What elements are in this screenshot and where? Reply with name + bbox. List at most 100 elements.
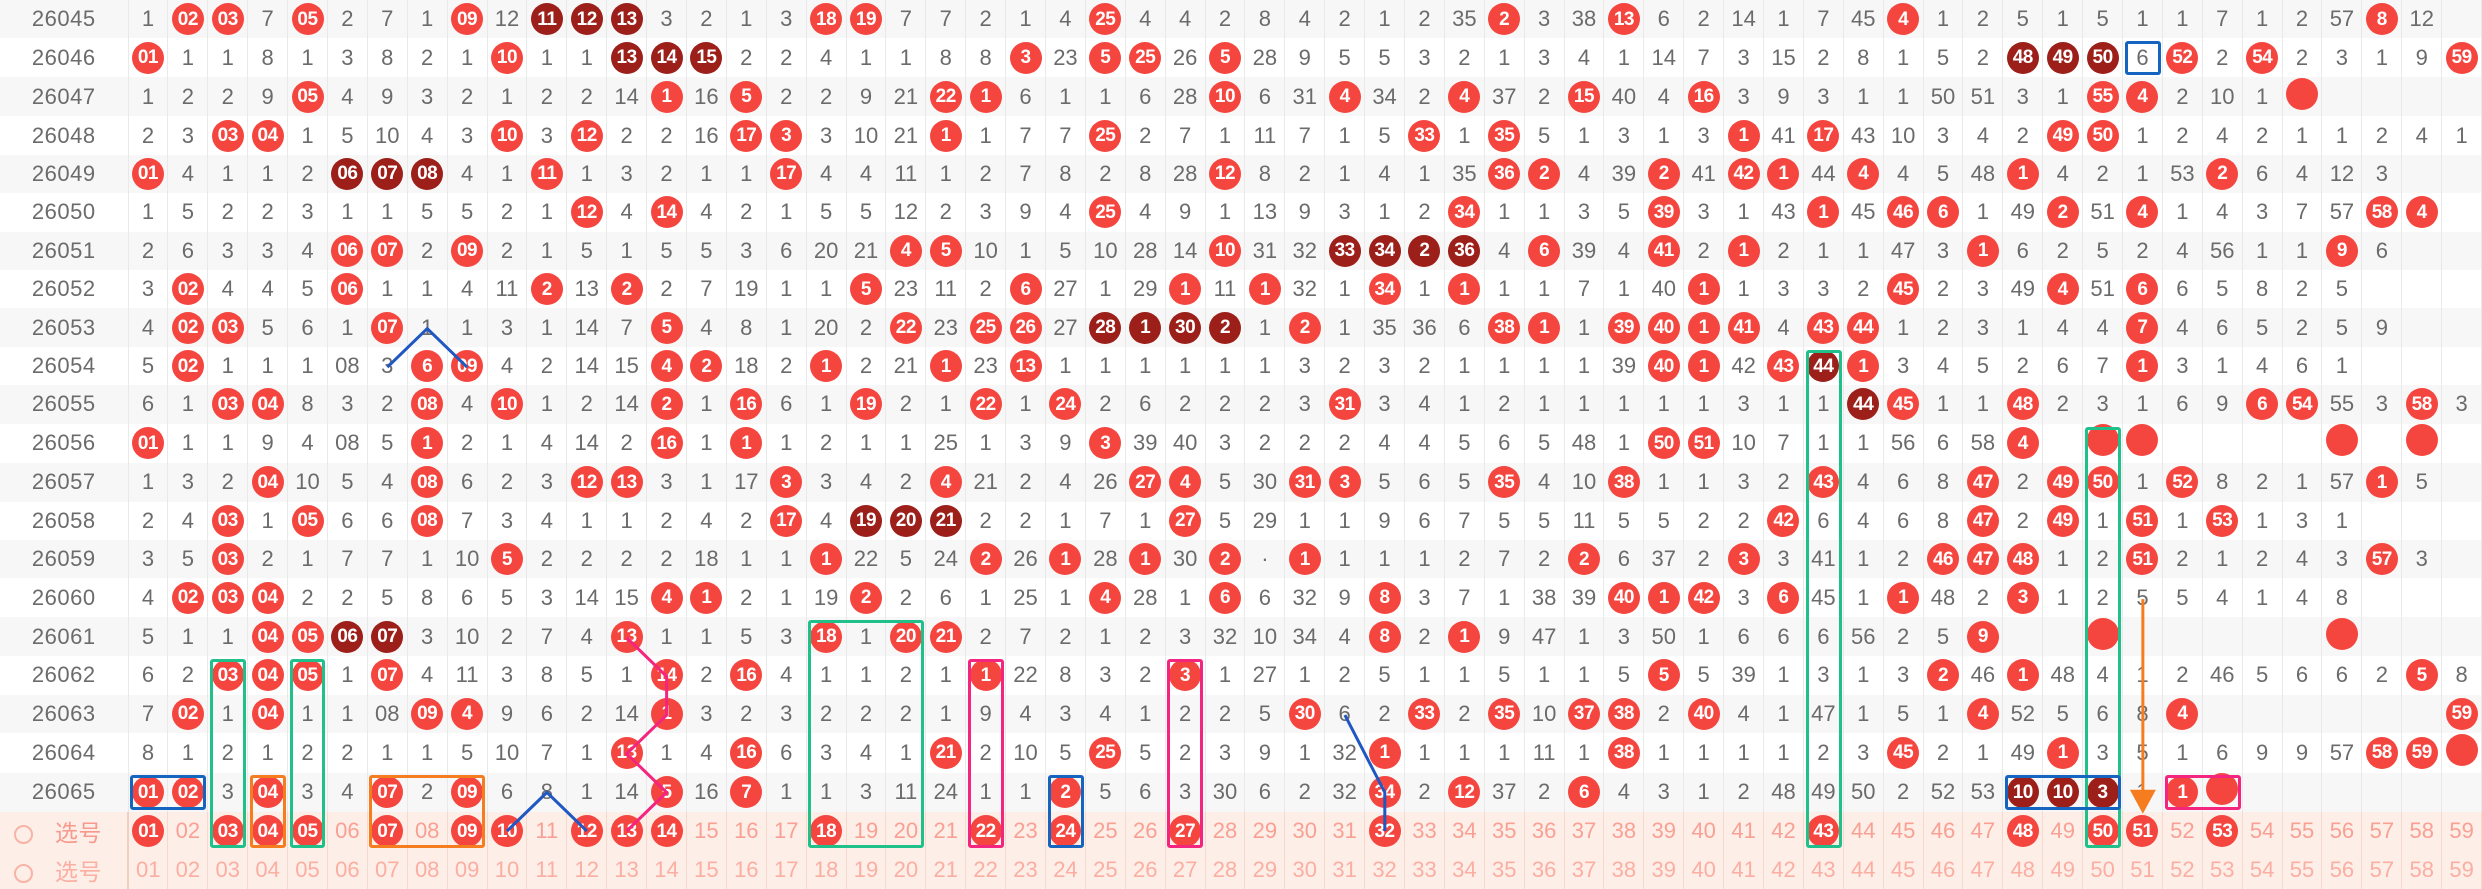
pick-row[interactable]: 选号 01 02 03 04 05 06 07 08 09 10 11 12 13 14 15 16 17 18 19… bbox=[0, 812, 2482, 851]
drawn-ball[interactable]: 1 bbox=[1125, 539, 1166, 579]
drawn-ball[interactable]: 08 bbox=[407, 154, 448, 194]
drawn-ball[interactable]: 40 bbox=[1683, 694, 1725, 734]
pick-ball-07[interactable]: 07 bbox=[371, 815, 404, 848]
drawn-ball[interactable]: 59 bbox=[2401, 733, 2443, 773]
pick-ball-03[interactable]: 03 bbox=[211, 815, 244, 848]
drawn-ball[interactable]: 1 bbox=[1723, 116, 1765, 155]
pick-cell[interactable]: 54 bbox=[2242, 812, 2283, 851]
drawn-ball[interactable]: 4 bbox=[885, 231, 927, 270]
drawn-ball[interactable]: 1 bbox=[407, 423, 448, 464]
drawn-ball[interactable]: 07 bbox=[367, 231, 408, 270]
drawn-ball[interactable]: 2 bbox=[606, 269, 648, 309]
drawn-ball[interactable]: 17 bbox=[766, 154, 807, 194]
drawn-ball[interactable]: 13 bbox=[606, 38, 648, 77]
drawn-ball[interactable]: 2 bbox=[1564, 539, 1605, 579]
pick-cell[interactable]: 23 bbox=[1005, 812, 1046, 851]
drawn-ball[interactable]: 5 bbox=[1643, 656, 1685, 695]
drawn-ball[interactable]: 24 bbox=[1045, 385, 1086, 424]
pick-ball-09[interactable]: 09 bbox=[451, 815, 484, 848]
pick-ball-43[interactable]: 43 bbox=[1807, 815, 1840, 848]
drawn-ball[interactable]: 02 bbox=[167, 694, 209, 734]
drawn-ball[interactable]: 14 bbox=[646, 656, 687, 695]
drawn-ball[interactable]: 16 bbox=[646, 423, 687, 464]
pick-cell[interactable]: 41 bbox=[1723, 850, 1765, 889]
drawn-ball[interactable]: 07 bbox=[367, 154, 408, 194]
drawn-ball[interactable]: 1 bbox=[1524, 308, 1565, 347]
drawn-ball[interactable]: 19 bbox=[846, 0, 887, 39]
pick-cell[interactable]: 05 bbox=[287, 850, 328, 889]
drawn-ball[interactable]: 2 bbox=[1484, 0, 1525, 39]
drawn-ball[interactable] bbox=[2321, 423, 2363, 464]
pick-cell[interactable]: 42 bbox=[1763, 850, 1804, 889]
pick-cell-selected[interactable]: 14 bbox=[646, 812, 687, 851]
pick-cell[interactable]: 24 bbox=[1045, 850, 1086, 889]
pick-cell[interactable]: 22 bbox=[965, 850, 1007, 889]
pick-cell[interactable]: 57 bbox=[2361, 850, 2403, 889]
drawn-ball[interactable]: 2 bbox=[2202, 154, 2243, 194]
drawn-ball[interactable]: 25 bbox=[1085, 0, 1126, 39]
drawn-ball[interactable]: 1 bbox=[686, 578, 727, 617]
drawn-ball[interactable]: 4 bbox=[1085, 578, 1126, 617]
pick-ball-01[interactable]: 01 bbox=[132, 815, 165, 848]
pick-row[interactable]: 选号 01 02 03 04 05 06 07 08 09 10 11 12 13 14 15 16 17 18 19… bbox=[0, 850, 2482, 889]
pick-cell-selected[interactable]: 53 bbox=[2202, 812, 2243, 851]
drawn-ball[interactable]: 38 bbox=[1603, 694, 1645, 734]
pick-cell[interactable]: 39 bbox=[1643, 850, 1685, 889]
drawn-ball[interactable]: 34 bbox=[1444, 193, 1485, 232]
pick-cell[interactable]: 17 bbox=[766, 812, 807, 851]
pick-cell[interactable]: 32 bbox=[1364, 850, 1405, 889]
pick-cell[interactable]: 12 bbox=[566, 850, 608, 889]
drawn-ball[interactable]: 4 bbox=[2122, 193, 2163, 232]
drawn-ball[interactable]: 45 bbox=[1883, 385, 1924, 424]
pick-cell[interactable]: 15 bbox=[686, 812, 727, 851]
drawn-ball[interactable]: 04 bbox=[247, 616, 289, 657]
drawn-ball[interactable]: 47 bbox=[1962, 501, 2004, 540]
pick-ball-22[interactable]: 22 bbox=[969, 815, 1002, 848]
drawn-ball[interactable]: 16 bbox=[726, 733, 767, 773]
drawn-ball[interactable]: 19 bbox=[846, 501, 887, 540]
pick-ball-32[interactable]: 32 bbox=[1368, 815, 1401, 848]
drawn-ball[interactable]: 53 bbox=[2202, 501, 2243, 540]
drawn-ball[interactable]: 5 bbox=[646, 308, 687, 347]
drawn-ball[interactable]: 47 bbox=[1962, 539, 2004, 579]
drawn-ball[interactable]: 18 bbox=[806, 0, 847, 39]
pick-cell[interactable]: 06 bbox=[327, 850, 368, 889]
pick-ball-53[interactable]: 53 bbox=[2206, 815, 2239, 848]
drawn-ball[interactable]: 10 bbox=[487, 38, 528, 77]
drawn-ball[interactable]: 17 bbox=[726, 116, 767, 155]
pick-cell[interactable]: 16 bbox=[726, 850, 767, 889]
drawn-ball[interactable]: 4 bbox=[2401, 193, 2443, 232]
drawn-ball[interactable]: 12 bbox=[566, 193, 608, 232]
drawn-ball[interactable]: 1 bbox=[1962, 231, 2004, 270]
pick-cell-selected[interactable]: 51 bbox=[2122, 812, 2163, 851]
drawn-ball[interactable]: 16 bbox=[1683, 76, 1725, 117]
drawn-ball[interactable]: 07 bbox=[367, 656, 408, 695]
pick-cell[interactable]: 28 bbox=[1205, 850, 1246, 889]
drawn-ball[interactable]: 49 bbox=[2042, 116, 2084, 155]
pick-ball-14[interactable]: 14 bbox=[650, 815, 683, 848]
pick-ball-24[interactable]: 24 bbox=[1049, 815, 1082, 848]
pick-cell[interactable]: 36 bbox=[1524, 812, 1565, 851]
drawn-ball[interactable]: 7 bbox=[2122, 308, 2163, 347]
drawn-ball[interactable]: 1 bbox=[2002, 154, 2044, 194]
pick-cell[interactable]: 02 bbox=[167, 850, 209, 889]
drawn-ball[interactable]: 4 bbox=[1883, 0, 1924, 39]
pick-ball-48[interactable]: 48 bbox=[2006, 815, 2039, 848]
drawn-ball[interactable]: 43 bbox=[1763, 346, 1804, 386]
drawn-ball[interactable]: 9 bbox=[2321, 231, 2363, 270]
drawn-ball[interactable]: 1 bbox=[646, 76, 687, 117]
drawn-ball[interactable]: 09 bbox=[447, 231, 488, 270]
pick-cell[interactable]: 59 bbox=[2441, 850, 2482, 889]
drawn-ball[interactable]: 4 bbox=[1324, 76, 1366, 117]
drawn-ball[interactable]: 6 bbox=[1005, 269, 1046, 309]
pick-cell[interactable]: 29 bbox=[1244, 812, 1286, 851]
drawn-ball[interactable]: 1 bbox=[1883, 578, 1924, 617]
drawn-ball[interactable]: 02 bbox=[167, 0, 209, 39]
drawn-ball[interactable]: 2 bbox=[1404, 231, 1445, 270]
drawn-ball[interactable]: 46 bbox=[1923, 539, 1964, 579]
drawn-ball[interactable] bbox=[2082, 423, 2124, 464]
pick-cell[interactable]: 43 bbox=[1803, 850, 1844, 889]
drawn-ball[interactable]: 45 bbox=[1883, 269, 1924, 309]
drawn-ball[interactable]: 54 bbox=[2242, 38, 2283, 77]
drawn-ball[interactable]: 1 bbox=[1803, 193, 1844, 232]
